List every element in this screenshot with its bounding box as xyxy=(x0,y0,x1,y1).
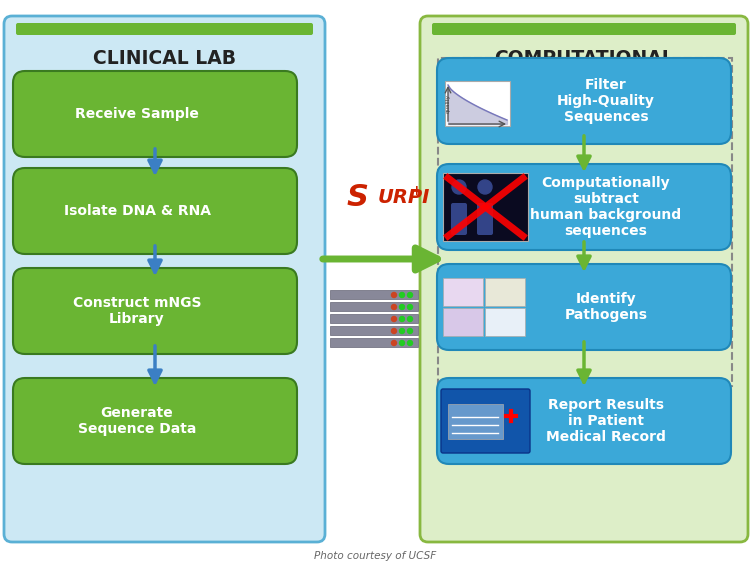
FancyBboxPatch shape xyxy=(451,203,467,235)
Circle shape xyxy=(392,340,397,345)
Text: URPI: URPI xyxy=(378,188,430,207)
Circle shape xyxy=(400,292,404,298)
FancyBboxPatch shape xyxy=(443,173,528,241)
FancyBboxPatch shape xyxy=(330,338,418,347)
Text: Construct mNGS
Library: Construct mNGS Library xyxy=(73,296,201,326)
FancyBboxPatch shape xyxy=(445,81,510,126)
Text: Report Results
in Patient
Medical Record: Report Results in Patient Medical Record xyxy=(546,398,666,444)
FancyBboxPatch shape xyxy=(485,308,525,336)
FancyBboxPatch shape xyxy=(13,378,297,464)
Circle shape xyxy=(478,180,492,194)
Text: +: + xyxy=(411,184,423,198)
Circle shape xyxy=(407,292,413,298)
Circle shape xyxy=(400,316,404,321)
Text: Photo courtesy of UCSF: Photo courtesy of UCSF xyxy=(314,551,436,561)
Text: Identify
Pathogens: Identify Pathogens xyxy=(565,292,647,322)
FancyBboxPatch shape xyxy=(330,314,418,323)
Circle shape xyxy=(407,328,413,333)
FancyBboxPatch shape xyxy=(437,58,731,144)
Text: Computationally
subtract
human background
sequences: Computationally subtract human backgroun… xyxy=(530,176,682,238)
FancyBboxPatch shape xyxy=(448,404,503,439)
Text: Receive Sample: Receive Sample xyxy=(75,107,199,121)
Circle shape xyxy=(392,316,397,321)
Text: Generate
Sequence Data: Generate Sequence Data xyxy=(78,406,197,436)
Text: quality: quality xyxy=(446,94,451,113)
Circle shape xyxy=(400,304,404,310)
FancyBboxPatch shape xyxy=(420,16,748,542)
Text: S: S xyxy=(347,183,369,212)
Circle shape xyxy=(407,316,413,321)
FancyBboxPatch shape xyxy=(330,326,418,335)
Circle shape xyxy=(452,180,466,194)
Circle shape xyxy=(407,304,413,310)
FancyBboxPatch shape xyxy=(443,308,483,336)
FancyBboxPatch shape xyxy=(16,23,313,35)
Circle shape xyxy=(392,304,397,310)
FancyBboxPatch shape xyxy=(437,264,731,350)
FancyBboxPatch shape xyxy=(443,278,483,306)
Text: Filter
High-Quality
Sequences: Filter High-Quality Sequences xyxy=(557,78,655,124)
FancyBboxPatch shape xyxy=(477,203,493,235)
Text: Isolate DNA & RNA: Isolate DNA & RNA xyxy=(64,204,211,218)
FancyBboxPatch shape xyxy=(485,278,525,306)
FancyBboxPatch shape xyxy=(432,23,736,35)
FancyBboxPatch shape xyxy=(441,389,530,453)
Circle shape xyxy=(400,328,404,333)
FancyBboxPatch shape xyxy=(13,268,297,354)
Text: COMPUTATIONAL
ANALYSIS: COMPUTATIONAL ANALYSIS xyxy=(494,49,674,90)
Circle shape xyxy=(400,340,404,345)
FancyBboxPatch shape xyxy=(13,168,297,254)
Circle shape xyxy=(392,328,397,333)
FancyBboxPatch shape xyxy=(4,16,325,542)
FancyBboxPatch shape xyxy=(330,290,418,299)
FancyBboxPatch shape xyxy=(13,71,297,157)
FancyBboxPatch shape xyxy=(330,302,418,311)
FancyBboxPatch shape xyxy=(437,378,731,464)
Text: CLINICAL LAB
SEQUENCING: CLINICAL LAB SEQUENCING xyxy=(94,49,236,90)
Circle shape xyxy=(392,292,397,298)
FancyBboxPatch shape xyxy=(437,164,731,250)
Circle shape xyxy=(407,340,413,345)
